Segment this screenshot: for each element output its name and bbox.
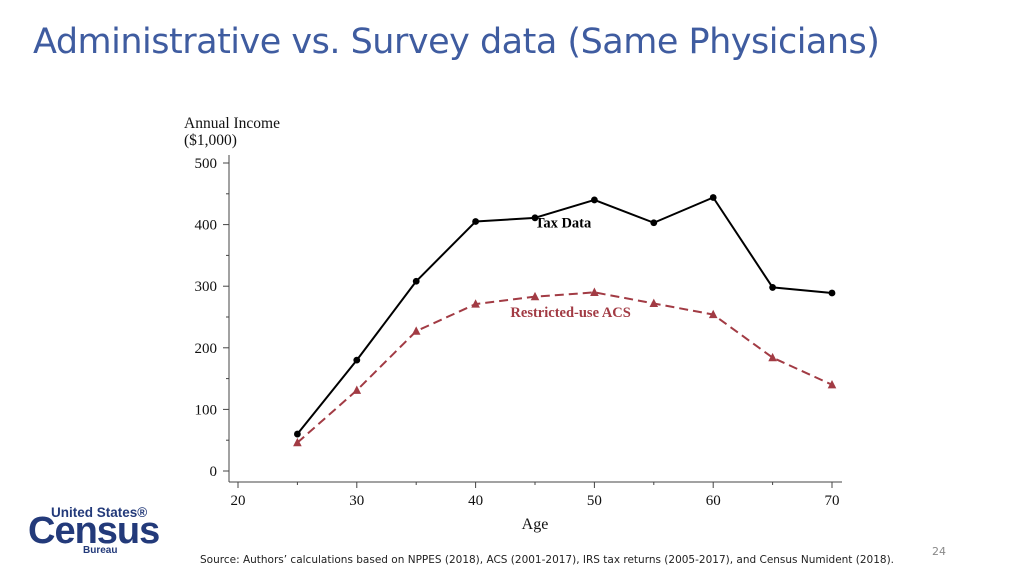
chart-axes: 0 100 200 300 400 500 20 30 40 50 60 70	[195, 155, 842, 509]
data-point-restricted-use-acs	[471, 299, 480, 308]
y-axis-label-line1: Annual Income	[184, 115, 280, 132]
page-number: 24	[932, 545, 946, 558]
series-label-tax-data: Tax Data	[535, 216, 592, 232]
data-point-tax-data	[709, 194, 717, 201]
y-tick-label: 400	[195, 218, 218, 234]
data-point-tax-data	[412, 277, 420, 285]
data-point-restricted-use-acs	[590, 287, 599, 296]
chart-series: Tax Data Restricted-use ACS	[293, 194, 837, 447]
data-point-restricted-use-acs	[530, 291, 540, 301]
x-tick-label: 20	[231, 493, 246, 509]
y-tick-label: 300	[195, 279, 218, 295]
data-point-tax-data	[294, 430, 301, 438]
slide-title: Administrative vs. Survey data (Same Phy…	[33, 22, 880, 62]
series-line-tax-data	[296, 196, 833, 435]
series-line-restricted-use-acs	[296, 291, 833, 444]
y-tick-label: 100	[195, 402, 218, 418]
series-label-restricted-use-acs: Restricted-use ACS	[510, 305, 630, 321]
data-point-restricted-use-acs	[827, 379, 837, 389]
x-tick-label: 40	[468, 493, 483, 509]
x-tick-label: 30	[349, 493, 364, 509]
x-axis-label: Age	[522, 516, 549, 533]
logo-main-text: Census	[28, 510, 160, 552]
data-point-restricted-use-acs	[411, 326, 421, 335]
data-point-tax-data	[531, 214, 539, 222]
data-point-restricted-use-acs	[649, 298, 659, 308]
y-tick-label: 500	[195, 156, 218, 172]
data-point-tax-data	[828, 289, 836, 297]
x-tick-label: 50	[587, 493, 602, 509]
data-point-tax-data	[353, 356, 361, 364]
data-point-tax-data	[472, 218, 479, 225]
x-tick-label: 60	[706, 493, 721, 509]
data-point-tax-data	[650, 219, 658, 227]
source-note: Source: Authors’ calculations based on N…	[200, 554, 895, 566]
data-point-tax-data	[769, 284, 776, 291]
y-axis-label-line2: ($1,000)	[184, 132, 237, 149]
census-bureau-logo: United States® Census Bureau	[27, 505, 160, 556]
data-point-restricted-use-acs	[708, 309, 718, 319]
y-tick-label: 200	[195, 341, 218, 357]
data-point-tax-data	[591, 196, 598, 204]
x-tick-label: 70	[825, 493, 840, 509]
logo-top-text: United States®	[51, 505, 148, 520]
data-point-restricted-use-acs	[293, 437, 302, 447]
logo-sub-text: Bureau	[83, 545, 118, 556]
data-point-restricted-use-acs	[768, 352, 777, 362]
data-point-restricted-use-acs	[352, 385, 362, 394]
y-tick-label: 0	[210, 464, 218, 480]
